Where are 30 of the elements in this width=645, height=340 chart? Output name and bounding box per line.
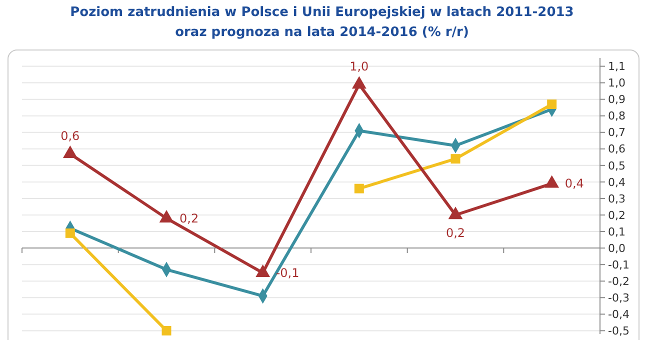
y-tick-label: -0,5 — [608, 324, 630, 338]
y-tick-label: 0,8 — [608, 110, 626, 123]
y-tick-label: 0,4 — [608, 176, 626, 189]
y-tick-label: 0,3 — [608, 192, 626, 206]
y-tick-label: 0,6 — [608, 142, 626, 156]
y-tick-label: 0,7 — [608, 126, 626, 140]
y-tick-label: -0,3 — [608, 291, 630, 304]
y-tick-label: 0,2 — [608, 208, 626, 222]
y-tick-label: 0,1 — [608, 225, 626, 238]
y-tick-label: 0,0 — [608, 242, 626, 255]
data-label: 0,4 — [564, 176, 584, 191]
data-label: -0,1 — [276, 266, 300, 280]
y-tick-label: 1,1 — [608, 60, 626, 74]
data-label: 1,0 — [350, 59, 369, 74]
y-tick-label: 0,5 — [608, 159, 626, 172]
y-tick-label: -0,1 — [608, 258, 630, 272]
point — [65, 228, 75, 238]
chart-subtitle: oraz prognoza na lata 2014-2016 (% r/r) — [175, 25, 469, 40]
y-tick-label: 1,0 — [608, 76, 626, 90]
y-tick-label: -0,2 — [608, 274, 630, 288]
point — [450, 154, 460, 164]
data-label: 0,6 — [60, 128, 80, 143]
y-tick-label: 0,9 — [608, 93, 626, 106]
y-tick-label: -0,4 — [608, 308, 630, 322]
point — [162, 326, 172, 336]
point — [547, 100, 557, 110]
chart-title: Poziom zatrudnienia w Polsce i Unii Europejskiej w latach 2011-2013 — [70, 5, 574, 20]
data-label: 0,2 — [180, 211, 199, 226]
data-label: 0,2 — [446, 226, 466, 240]
point — [354, 184, 364, 194]
